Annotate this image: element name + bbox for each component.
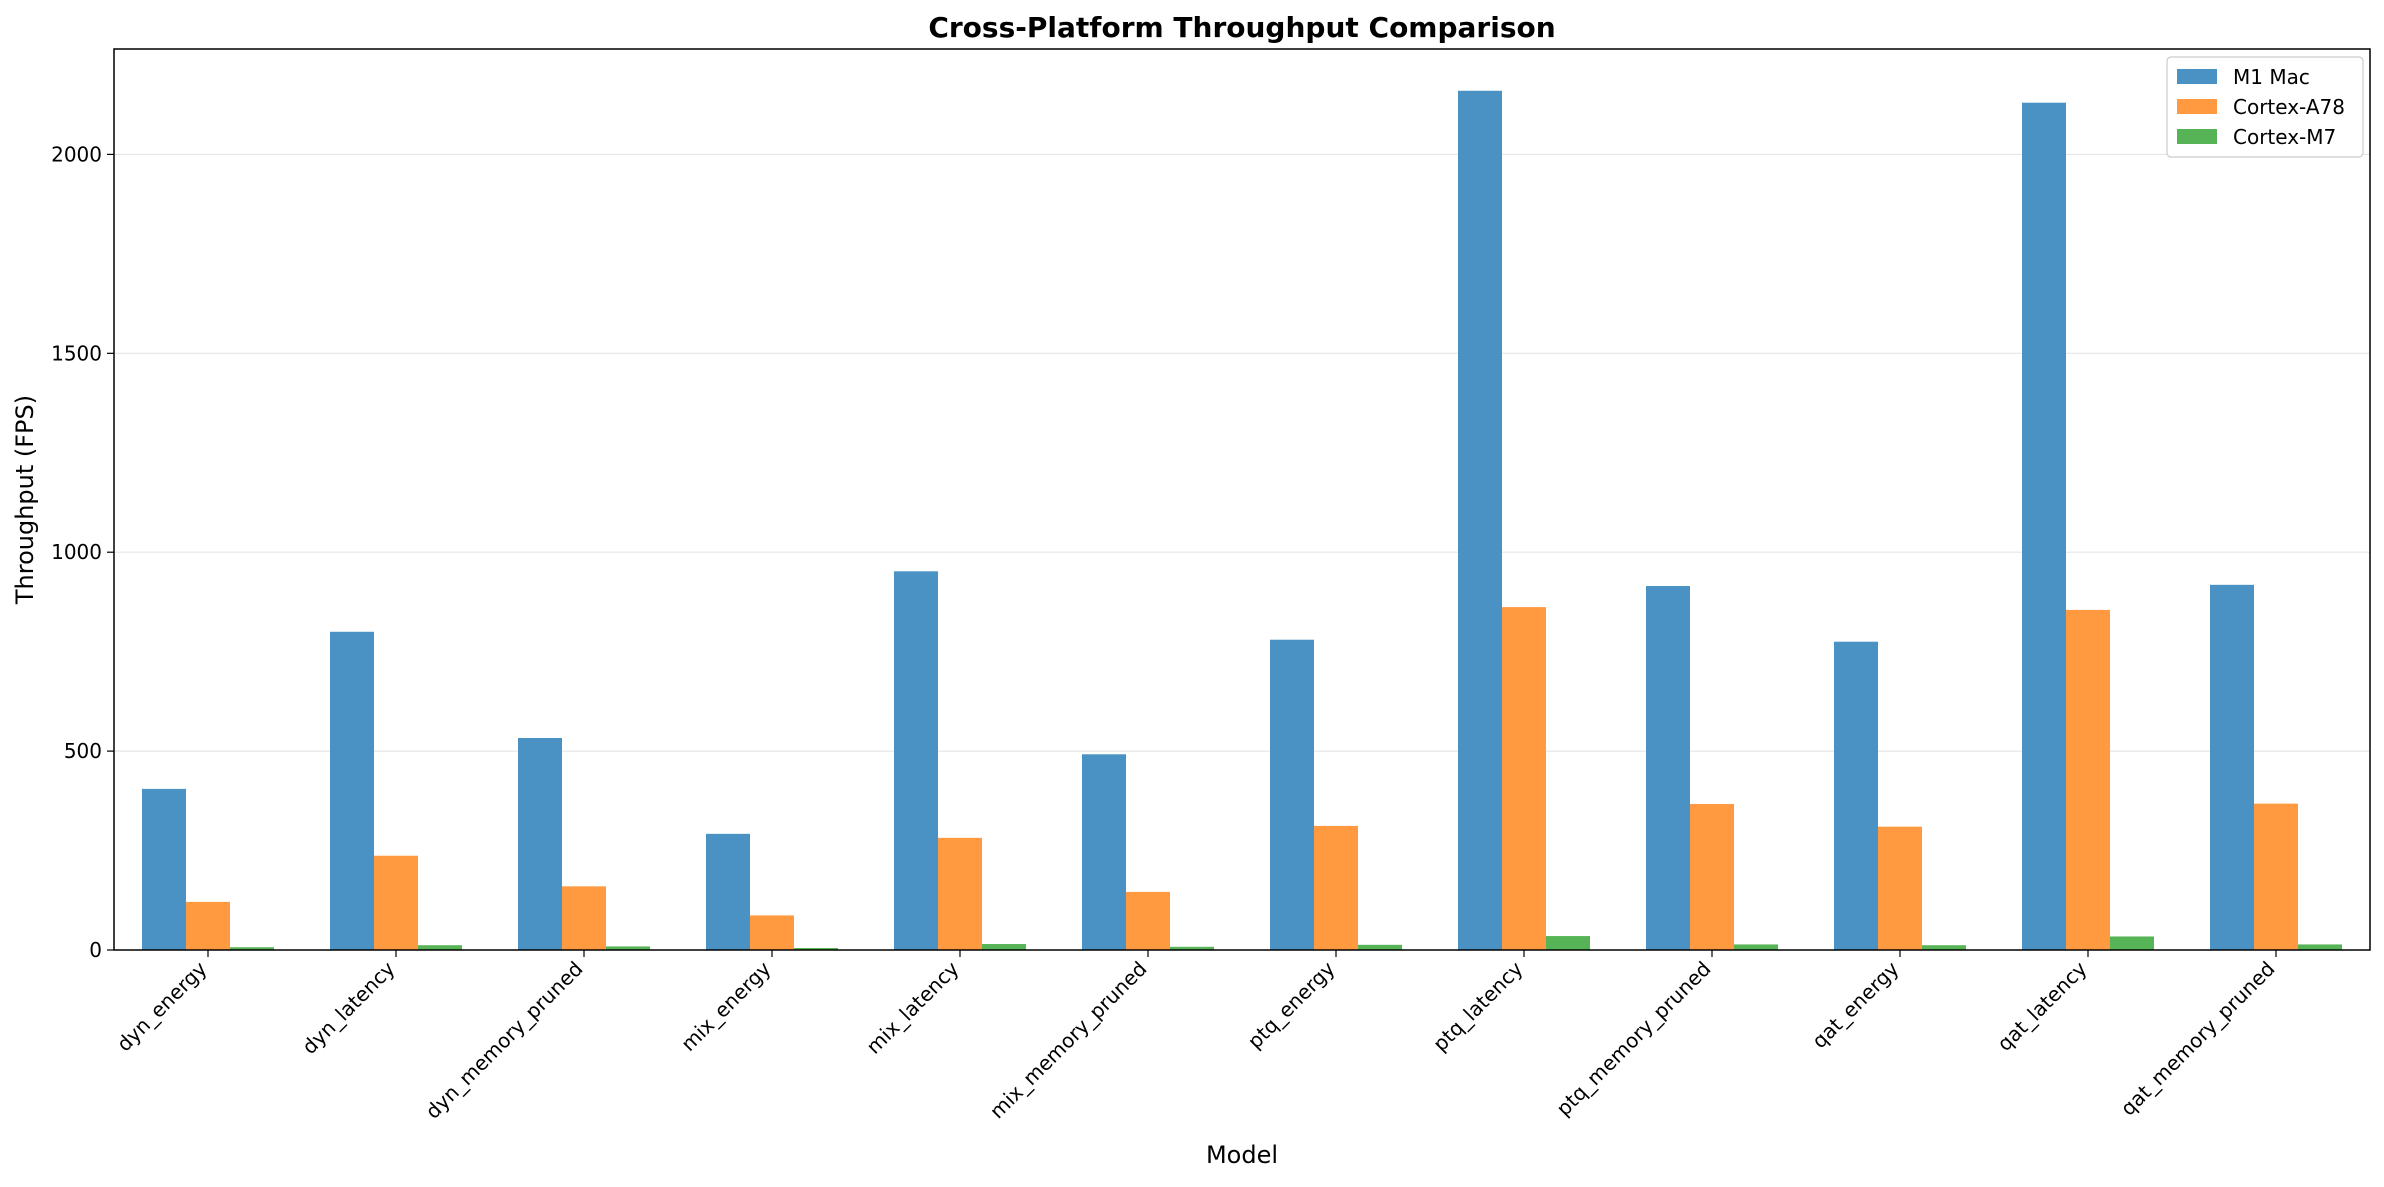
bar-m1-mac-ptq-latency — [1458, 90, 1502, 951]
y-axis: 0 500 1000 1500 2000 — [51, 142, 114, 962]
bar-m1-mac-qat-latency — [2022, 102, 2066, 951]
x-tick-label: dyn_latency — [297, 956, 399, 1058]
y-tick-label: 1000 — [51, 540, 102, 564]
x-tick-label: qat_latency — [1992, 956, 2091, 1055]
bar-cortex-m7-qat-energy — [1922, 945, 1966, 950]
legend-label: Cortex-A78 — [2233, 95, 2345, 119]
bar-m1-mac-mix-latency — [894, 571, 938, 950]
bar-m1-mac-qat-energy — [1834, 641, 1878, 950]
chart-title: Cross-Platform Throughput Comparison — [928, 11, 1555, 44]
bar-cortex-a78-mix-memory-pruned — [1126, 891, 1170, 950]
bar-cortex-a78-ptq-latency — [1502, 607, 1546, 950]
bar-cortex-a78-dyn-energy — [186, 901, 230, 950]
legend: M1 Mac Cortex-A78 Cortex-M7 — [2166, 56, 2364, 158]
legend-label: Cortex-M7 — [2233, 125, 2336, 149]
x-tick-label: dyn_energy — [112, 956, 212, 1056]
legend-label: M1 Mac — [2233, 65, 2310, 89]
bars — [142, 90, 2342, 951]
bar-cortex-a78-qat-latency — [2066, 609, 2110, 950]
bar-cortex-m7-mix-latency — [982, 944, 1026, 950]
grid-lines — [114, 153, 2370, 752]
bar-cortex-m7-mix-memory-pruned — [1170, 946, 1214, 950]
x-tick-label: mix_energy — [676, 956, 776, 1056]
bar-cortex-m7-qat-memory-pruned — [2298, 944, 2342, 950]
bar-cortex-m7-dyn-memory-pruned — [606, 946, 650, 950]
bar-cortex-a78-mix-energy — [750, 915, 794, 950]
bar-m1-mac-dyn-latency — [330, 631, 374, 950]
bar-m1-mac-ptq-memory-pruned — [1646, 586, 1690, 950]
x-tick-label: mix_latency — [861, 956, 963, 1058]
bar-cortex-a78-ptq-memory-pruned — [1690, 804, 1734, 950]
bar-cortex-a78-qat-memory-pruned — [2254, 803, 2298, 950]
x-tick-label: dyn_memory_pruned — [421, 957, 588, 1124]
bar-cortex-m7-ptq-latency — [1546, 936, 1590, 950]
bar-cortex-a78-dyn-memory-pruned — [562, 886, 606, 950]
x-tick-label: mix_memory_pruned — [985, 957, 1152, 1124]
x-tick-label: ptq_memory_pruned — [1551, 957, 1715, 1121]
x-axis-title: Model — [1206, 1141, 1278, 1169]
x-axis: dyn_energy dyn_latency dyn_memory_pruned mi… — [112, 950, 2280, 1123]
bar-cortex-m7-dyn-energy — [230, 947, 274, 950]
y-tick-label: 0 — [89, 938, 102, 962]
bar-m1-mac-mix-memory-pruned — [1082, 754, 1126, 950]
bar-cortex-m7-ptq-energy — [1358, 944, 1402, 950]
y-axis-title: Throughput (FPS) — [11, 395, 39, 605]
y-tick-label: 2000 — [51, 142, 102, 166]
bar-m1-mac-dyn-energy — [142, 788, 186, 950]
legend-swatch — [2177, 129, 2217, 144]
x-tick-label: qat_memory_pruned — [2116, 957, 2280, 1121]
plot-area-frame — [113, 48, 2371, 951]
bar-m1-mac-ptq-energy — [1270, 639, 1314, 950]
x-tick-label: ptq_energy — [1243, 956, 1340, 1053]
x-tick-label: ptq_latency — [1428, 956, 1528, 1056]
bar-cortex-a78-ptq-energy — [1314, 825, 1358, 950]
bar-cortex-a78-mix-latency — [938, 837, 982, 950]
legend-swatch — [2177, 99, 2217, 114]
bar-m1-mac-dyn-memory-pruned — [518, 737, 562, 950]
bar-m1-mac-qat-memory-pruned — [2210, 584, 2254, 950]
bar-cortex-m7-ptq-memory-pruned — [1734, 944, 1778, 950]
bar-m1-mac-mix-energy — [706, 833, 750, 950]
bar-cortex-m7-qat-latency — [2110, 936, 2154, 950]
bar-cortex-m7-mix-energy — [794, 948, 838, 950]
y-tick-label: 1500 — [51, 341, 102, 365]
bar-cortex-a78-dyn-latency — [374, 855, 418, 950]
x-tick-label: qat_energy — [1807, 956, 1904, 1053]
legend-swatch — [2177, 69, 2217, 84]
bar-cortex-m7-dyn-latency — [418, 945, 462, 950]
y-tick-label: 500 — [64, 739, 102, 763]
bar-cortex-a78-qat-energy — [1878, 826, 1922, 950]
